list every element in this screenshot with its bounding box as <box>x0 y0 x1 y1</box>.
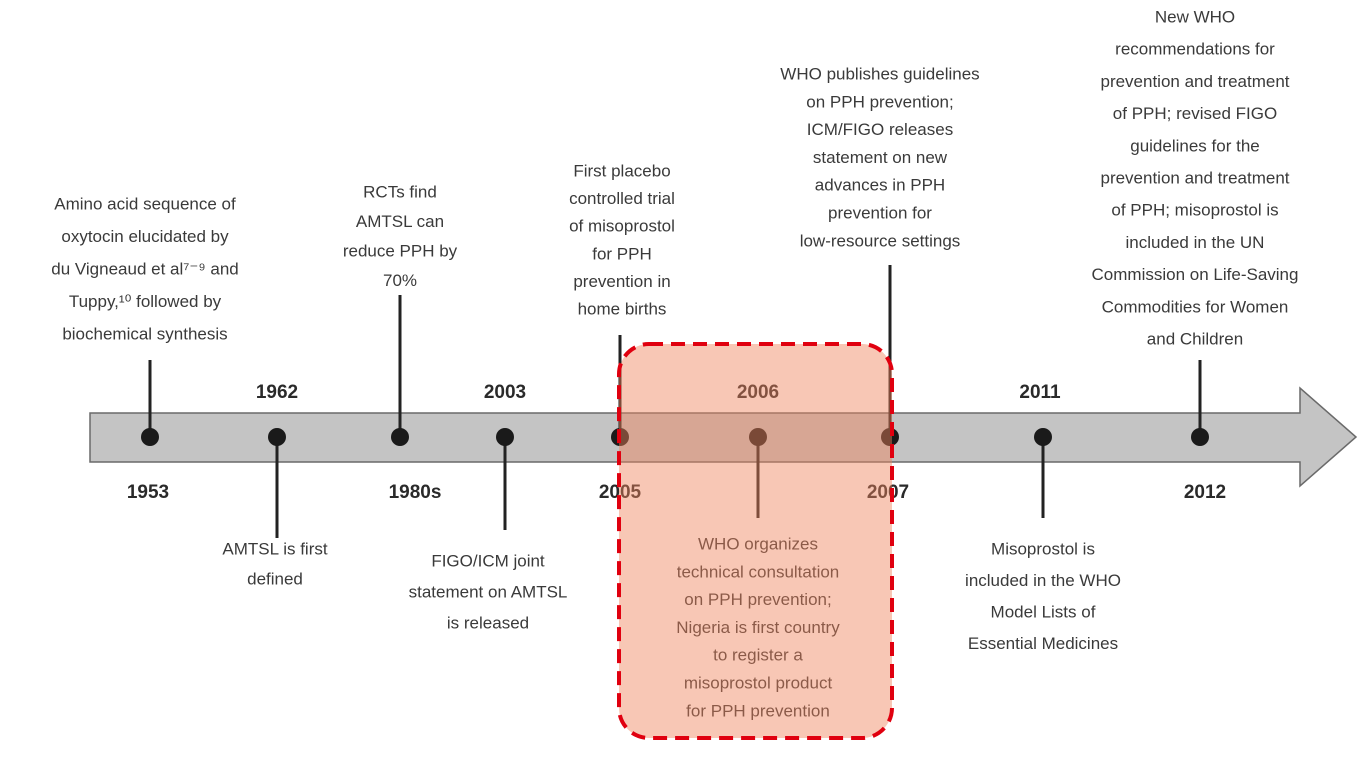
event-text: advances in PPH <box>815 176 945 195</box>
event-text: Commission on Life-Saving <box>1092 265 1299 284</box>
event-text: misoprostol product <box>684 673 833 692</box>
event-text: RCTs find <box>363 182 437 201</box>
event-text: du Vigneaud et al⁷⁻⁹ and <box>51 259 239 278</box>
event-dot <box>881 428 899 446</box>
event-text: Nigeria is first country <box>676 618 840 637</box>
event-text: guidelines for the <box>1130 136 1259 155</box>
event-text: oxytocin elucidated by <box>61 227 229 246</box>
event-text: AMTSL is first <box>222 539 327 558</box>
event-text: Commodities for Women <box>1102 297 1289 316</box>
event-year: 2012 <box>1184 482 1226 503</box>
event-year: 2005 <box>599 482 642 503</box>
event-text: Model Lists of <box>991 602 1096 621</box>
event-text: First placebo <box>573 161 670 180</box>
event-year: 1953 <box>127 482 169 503</box>
event-text: for PPH prevention <box>686 701 830 720</box>
event-text: on PPH prevention; <box>806 92 953 111</box>
event-year: 1980s <box>389 482 442 503</box>
event-text: of PPH; revised FIGO <box>1113 104 1277 123</box>
event-text: and Children <box>1147 329 1243 348</box>
event-year: 2007 <box>867 482 909 503</box>
event-dot <box>391 428 409 446</box>
event-text: Tuppy,¹⁰ followed by <box>69 292 222 311</box>
event-text: prevention and treatment <box>1100 168 1289 187</box>
event-text: biochemical synthesis <box>62 324 227 343</box>
event-text: home births <box>578 299 667 318</box>
event-text: statement on AMTSL <box>409 582 568 601</box>
event-text: WHO organizes <box>698 534 818 553</box>
event-year: 1962 <box>256 382 298 403</box>
event-dot <box>496 428 514 446</box>
event-text: is released <box>447 613 529 632</box>
event-text: recommendations for <box>1115 40 1275 59</box>
event-dot <box>1191 428 1209 446</box>
event-text: FIGO/ICM joint <box>431 551 545 570</box>
event-text: of PPH; misoprostol is <box>1111 201 1278 220</box>
event-text: technical consultation <box>677 562 840 581</box>
event-text: statement on new <box>813 148 948 167</box>
highlight-box <box>617 342 894 740</box>
event-text: controlled trial <box>569 189 675 208</box>
event-text: WHO publishes guidelines <box>780 64 979 83</box>
event-text: Misoprostol is <box>991 539 1095 558</box>
event-dot <box>268 428 286 446</box>
event-dot <box>749 428 767 446</box>
event-text: Essential Medicines <box>968 634 1118 653</box>
event-text: included in the UN <box>1126 233 1265 252</box>
event-text: low-resource settings <box>800 231 961 250</box>
event-text: included in the WHO <box>965 571 1121 590</box>
event-text: of misoprostol <box>569 217 675 236</box>
event-text: Amino acid sequence of <box>54 194 236 213</box>
event-text: for PPH <box>592 244 652 263</box>
event-text: defined <box>247 569 303 588</box>
event-text: 70% <box>383 271 417 290</box>
event-text: reduce PPH by <box>343 241 458 260</box>
event-year: 2003 <box>484 382 526 403</box>
event-text: prevention for <box>828 203 932 222</box>
event-text: AMTSL can <box>356 212 444 231</box>
events: 1953 Amino acid sequence of oxytocin eluci… <box>51 7 1298 720</box>
event-text: prevention in <box>573 272 670 291</box>
event-year: 2006 <box>737 382 779 403</box>
event-year: 2011 <box>1019 382 1061 403</box>
event-text: New WHO <box>1155 7 1235 26</box>
event-text: ICM/FIGO releases <box>807 120 953 139</box>
event-dot <box>141 428 159 446</box>
event-text: to register a <box>713 646 803 665</box>
timeline-arrow <box>89 386 1358 488</box>
event-dot <box>1034 428 1052 446</box>
event-text: on PPH prevention; <box>684 590 831 609</box>
event-text: prevention and treatment <box>1100 72 1289 91</box>
